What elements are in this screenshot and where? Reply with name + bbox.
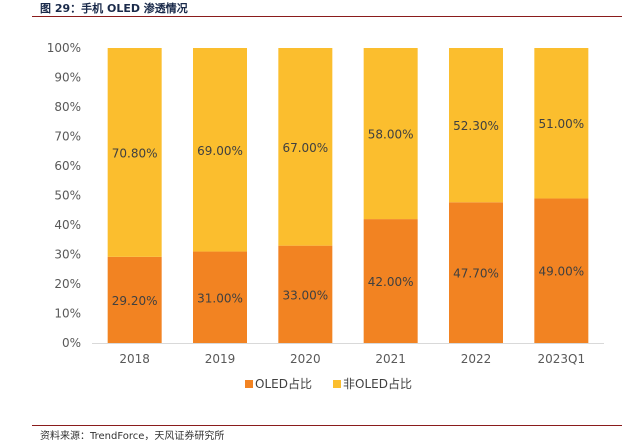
x-tick-label: 2021 <box>375 352 406 366</box>
data-label-oled: 47.70% <box>453 267 499 281</box>
bar-segment-oled <box>449 202 503 343</box>
data-label-non-oled: 52.30% <box>453 119 499 133</box>
x-tick-label: 2022 <box>461 352 492 366</box>
y-tick-label: 40% <box>54 218 81 232</box>
stacked-bar-chart: 0% 10% 20% 30% 40% 50% 60% 70% 80% 90% 100% 29.20% 7… <box>47 41 604 391</box>
data-label-non-oled: 58.00% <box>368 128 414 142</box>
bottom-rule <box>32 425 622 426</box>
bar-segment-oled <box>193 251 247 343</box>
legend-label-oled: OLED占比 <box>255 376 312 391</box>
data-label-non-oled: 67.00% <box>282 141 328 155</box>
x-tick-label: 2020 <box>290 352 321 366</box>
data-label-oled: 49.00% <box>538 265 584 279</box>
legend-swatch-oled <box>245 380 253 388</box>
legend-label-non-oled: 非OLED占比 <box>343 376 412 391</box>
x-tick-label: 2023Q1 <box>538 352 586 366</box>
x-tick-label: 2019 <box>205 352 236 366</box>
y-tick-label: 10% <box>54 307 81 321</box>
data-label-non-oled: 70.80% <box>112 146 158 160</box>
bar-segment-oled <box>534 198 589 343</box>
bar-segment-non-oled <box>278 48 333 246</box>
data-label-oled: 29.20% <box>112 294 158 308</box>
y-tick-label: 0% <box>62 336 81 350</box>
y-tick-label: 90% <box>54 71 81 85</box>
bar-segment-non-oled <box>107 48 162 257</box>
top-rule <box>32 16 622 17</box>
data-label-oled: 42.00% <box>368 275 414 289</box>
source-note: 资料来源：TrendForce，天风证券研究所 <box>40 431 225 442</box>
bar-segment-oled <box>107 256 162 343</box>
y-tick-label: 60% <box>54 159 81 173</box>
bar-segment-non-oled <box>534 48 589 199</box>
bar-segment-non-oled <box>449 48 503 203</box>
data-label-non-oled: 51.00% <box>538 117 584 131</box>
bar-segment-non-oled <box>363 48 418 220</box>
figure-title: 图 29：手机 OLED 渗透情况 <box>40 2 188 15</box>
bar-segment-oled <box>278 245 333 343</box>
y-tick-label: 30% <box>54 248 81 262</box>
bar-segment-oled <box>363 219 418 343</box>
data-label-oled: 31.00% <box>197 291 243 305</box>
bar-segment-non-oled <box>193 48 247 252</box>
legend-swatch-non-oled <box>333 380 341 388</box>
data-label-non-oled: 69.00% <box>197 144 243 158</box>
x-tick-label: 2018 <box>119 352 150 366</box>
y-tick-label: 70% <box>54 130 81 144</box>
data-label-oled: 33.00% <box>282 288 328 302</box>
y-tick-label: 100% <box>47 41 81 55</box>
y-tick-label: 50% <box>54 189 81 203</box>
y-tick-label: 80% <box>54 100 81 114</box>
y-tick-label: 20% <box>54 277 81 291</box>
